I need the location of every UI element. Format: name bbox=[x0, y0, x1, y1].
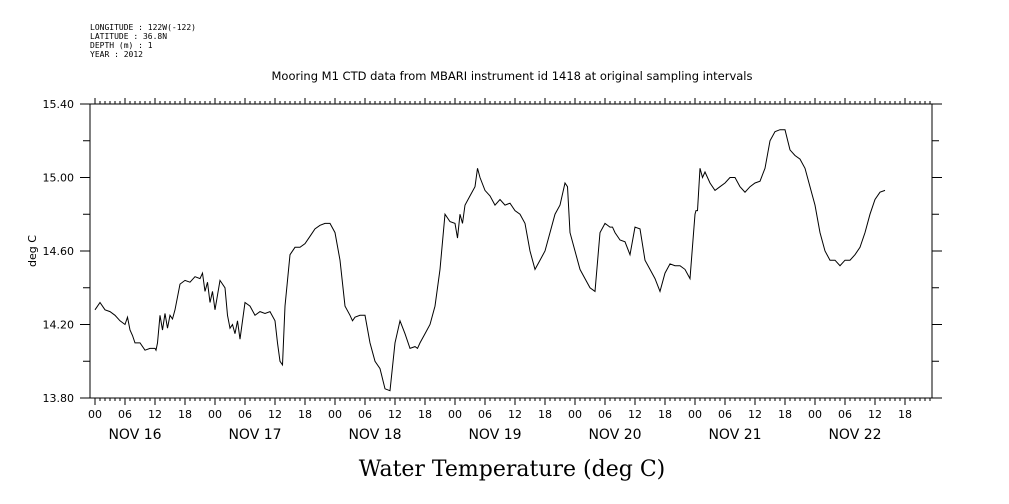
x-hour-label: 00 bbox=[328, 408, 342, 421]
series-line-water-temperature bbox=[94, 129, 886, 392]
y-tick-label: 14.20 bbox=[43, 319, 75, 332]
x-hour-label: 00 bbox=[88, 408, 102, 421]
x-hour-label: 06 bbox=[838, 408, 852, 421]
x-hour-label: 06 bbox=[478, 408, 492, 421]
x-day-label: NOV 20 bbox=[588, 427, 641, 443]
x-hour-label: 18 bbox=[298, 408, 312, 421]
y-tick-label: 15.40 bbox=[43, 98, 75, 111]
x-day-label: NOV 16 bbox=[108, 427, 161, 443]
x-hour-label: 12 bbox=[508, 408, 522, 421]
x-day-label: NOV 18 bbox=[348, 427, 401, 443]
meta-latitude: LATITUDE : 36.8N bbox=[90, 32, 167, 41]
meta-depth: DEPTH (m) : 1 bbox=[90, 41, 153, 50]
plot-frame bbox=[89, 103, 933, 399]
chart-title: Mooring M1 CTD data from MBARI instrumen… bbox=[272, 69, 753, 83]
minor-ticks bbox=[94, 101, 931, 401]
x-hour-label: 06 bbox=[598, 408, 612, 421]
x-hour-label: 06 bbox=[718, 408, 732, 421]
x-day-label: NOV 21 bbox=[708, 427, 761, 443]
y-axis: 13.80 14.20 14.60 15.00 15.40 bbox=[43, 98, 942, 405]
x-hour-label: 00 bbox=[568, 408, 582, 421]
y-tick-label: 15.00 bbox=[43, 172, 75, 185]
x-hour-label: 18 bbox=[778, 408, 792, 421]
x-hour-label: 12 bbox=[148, 408, 162, 421]
y-axis-label: deg C bbox=[26, 235, 39, 267]
x-hour-label: 12 bbox=[748, 408, 762, 421]
x-hour-label: 12 bbox=[268, 408, 282, 421]
x-hour-label: 18 bbox=[178, 408, 192, 421]
x-axis-title: Water Temperature (deg C) bbox=[359, 457, 666, 482]
y-tick-label: 14.60 bbox=[43, 245, 75, 258]
x-hour-label: 18 bbox=[898, 408, 912, 421]
x-hour-label: 06 bbox=[118, 408, 132, 421]
x-day-label: NOV 17 bbox=[228, 427, 281, 443]
x-hour-label: 00 bbox=[208, 408, 222, 421]
x-hour-label: 18 bbox=[538, 408, 552, 421]
meta-longitude: LONGITUDE : 122W(-122) bbox=[90, 23, 196, 32]
x-hour-label: 06 bbox=[238, 408, 252, 421]
x-day-label: NOV 19 bbox=[468, 427, 521, 443]
x-hour-label: 12 bbox=[628, 408, 642, 421]
x-axis: 00 06 12 18 00 06 12 18 00 06 12 18 00 06 12 18 00 06 12 18… bbox=[88, 98, 912, 443]
x-hour-label: 00 bbox=[688, 408, 702, 421]
x-hour-label: 06 bbox=[358, 408, 372, 421]
x-hour-label: 12 bbox=[388, 408, 402, 421]
x-hour-label: 18 bbox=[658, 408, 672, 421]
meta-year: YEAR : 2012 bbox=[90, 50, 143, 59]
y-tick-label: 13.80 bbox=[43, 392, 75, 405]
x-day-label: NOV 22 bbox=[828, 427, 881, 443]
metadata-block: LONGITUDE : 122W(-122) LATITUDE : 36.8N … bbox=[90, 23, 196, 59]
x-hour-label: 18 bbox=[418, 408, 432, 421]
x-hour-label: 00 bbox=[448, 408, 462, 421]
x-hour-label: 00 bbox=[808, 408, 822, 421]
x-hour-label: 12 bbox=[868, 408, 882, 421]
